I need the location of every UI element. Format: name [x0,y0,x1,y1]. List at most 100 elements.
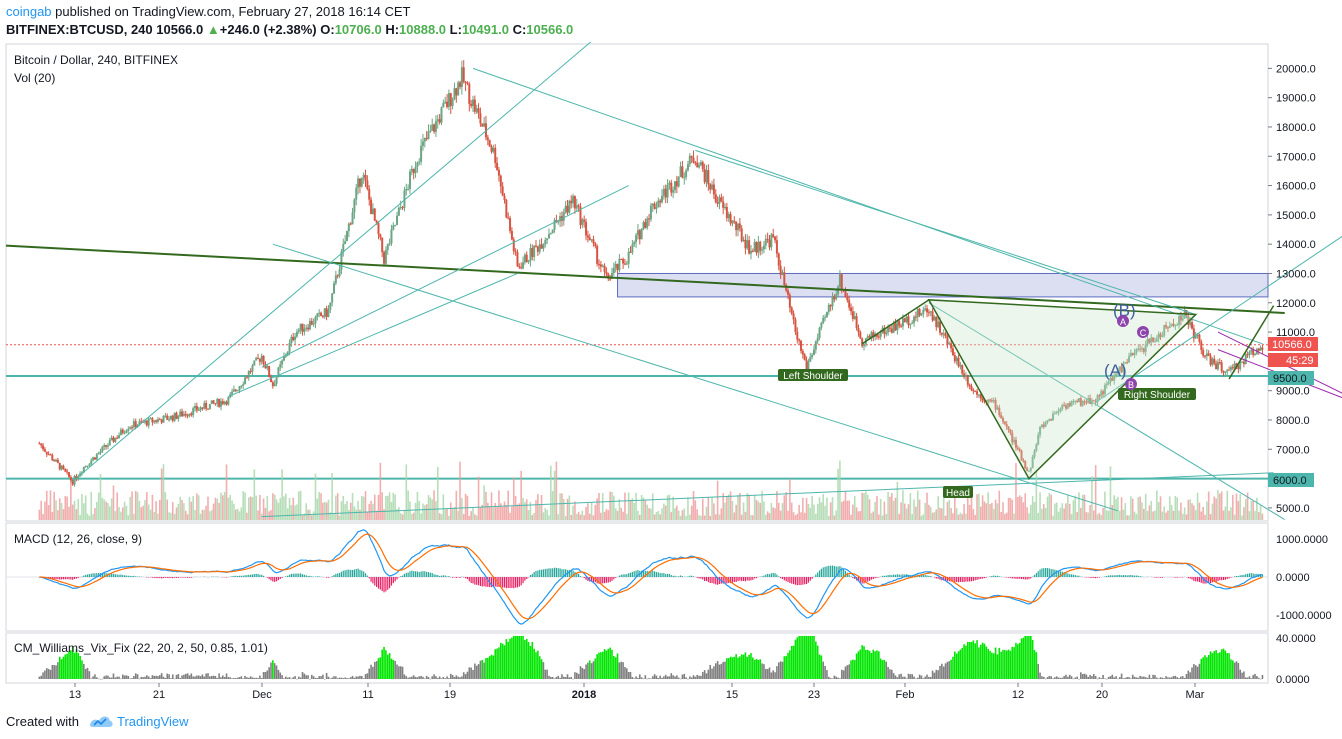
vix-bar [837,677,839,679]
macd-histogram-bar [268,577,270,580]
candle-body [394,224,397,226]
wave-b-label[interactable]: (B) [1113,301,1136,320]
volume-bar [777,502,780,520]
macd-histogram-bar [383,577,385,593]
volume-bar [913,499,915,520]
macd-histogram-bar [381,577,383,591]
candle-body [299,323,302,330]
vix-bar [1033,650,1036,679]
macd-histogram-bar [376,577,378,587]
volume-bar [214,497,217,520]
volume-bar [661,508,663,520]
volume-bar [83,503,85,520]
candle-body [764,238,767,246]
right-shoulder-label[interactable]: Right Shoulder [1118,388,1196,401]
left-shoulder-label[interactable]: Left Shoulder [778,369,848,382]
candle-body [418,161,421,163]
volume-bar [194,510,196,520]
macd-histogram-bar [1252,573,1254,577]
candle-body [888,327,891,329]
volume-bar [672,496,674,520]
vix-bar [1189,672,1191,679]
macd-histogram-bar [166,577,168,579]
candle-body [410,168,413,172]
candle-body [1033,450,1036,457]
candle-body [325,308,328,317]
macd-histogram-bar [248,574,250,577]
vix-bar [181,675,183,679]
vix-legend[interactable]: CM_Williams_Vix_Fix (22, 20, 2, 50, 0.85… [14,641,268,655]
vix-bar [38,676,41,679]
macd-histogram-bar [1026,577,1028,580]
macd-histogram-bar [705,577,708,581]
vix-bar [448,678,450,679]
vix-bar [835,676,838,679]
main-legend-title[interactable]: Bitcoin / Dollar, 240, BITFINEX [14,53,178,67]
volume-bar [533,512,535,520]
volume-bar [626,513,628,520]
macd-legend[interactable]: MACD (12, 26, close, 9) [14,532,142,546]
macd-histogram-bar [272,577,274,582]
author-link[interactable]: coingab [6,4,52,19]
symbol-interval[interactable]: BITFINEX:BTCUSD, 240 [6,22,153,37]
vix-pane[interactable] [5,632,1269,684]
macd-histogram-bar [331,576,333,577]
candle-body [38,443,41,445]
candle-body [529,248,532,261]
vix-bar [644,675,647,679]
candle-body [436,119,439,122]
head-label[interactable]: Head [943,486,973,499]
macd-histogram-bar [654,571,656,577]
volume-bar [149,509,152,520]
vix-bar [325,672,328,679]
tradingview-brand-link[interactable]: TradingView [117,714,189,729]
wave-a-label[interactable]: (A) [1104,361,1127,380]
candle-body [562,212,565,221]
volume-bar [494,502,497,520]
macd-histogram-bar [678,576,680,577]
macd-histogram-bar [60,577,63,580]
volume-bar [839,460,841,520]
candle-body [1150,337,1153,343]
candle-body [929,311,932,313]
wave-c-marker[interactable]: C [1137,326,1149,338]
candle-body [86,465,89,467]
candle-body [188,413,191,416]
time-tick-label: 23 [808,689,820,701]
volume-bar [1252,500,1254,520]
vix-bar [381,649,383,679]
macd-histogram-bar [974,577,976,581]
vix-bar [179,677,181,679]
vix-bar [689,676,691,679]
macd-histogram-bar [1206,577,1208,584]
volume-bar [485,491,487,520]
macd-histogram-bar [553,567,556,577]
candle-body [1172,323,1175,326]
vix-bar [535,652,537,679]
vix-bar [94,674,96,679]
volume-bar [844,491,847,520]
macd-histogram-bar [648,571,650,577]
candle-body [451,99,454,106]
volume-bar [1131,498,1134,520]
chart-canvas[interactable]: 20000.019000.018000.017000.016000.015000… [0,42,1342,708]
candle-body [694,162,697,164]
candle-body [247,371,250,378]
candle-body [175,412,178,419]
vix-bar [1041,676,1043,679]
wave-a-marker[interactable]: A [1117,315,1129,327]
wave-b-marker[interactable]: B [1125,378,1137,390]
vix-bar [307,675,309,679]
vix-bar [1050,676,1052,679]
vix-bar [1167,677,1169,679]
volume-bar [199,513,202,520]
vix-bar [579,666,582,679]
macd-histogram-bar [1109,575,1112,577]
volume-legend[interactable]: Vol (20) [14,71,55,85]
candle-body [344,241,347,245]
volume-bar [970,490,973,520]
candle-body [470,103,473,106]
vix-bar [1135,677,1138,679]
candle-body [662,188,665,196]
volume-bar [518,503,521,520]
